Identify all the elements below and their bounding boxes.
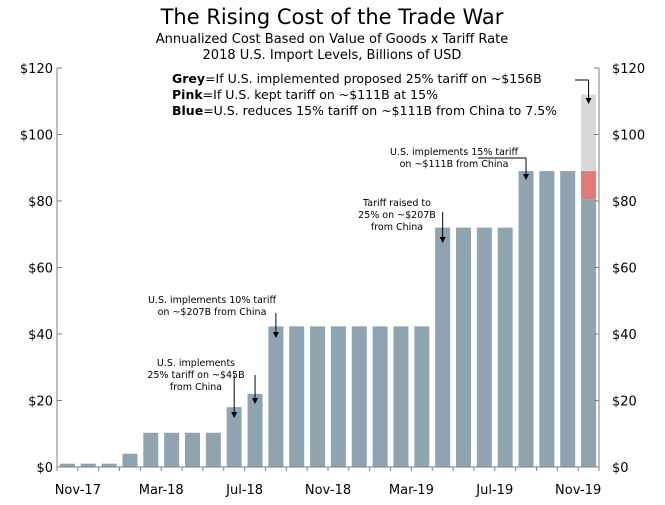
- bar-Mar-19: [393, 326, 409, 467]
- bar-Jul-19: [476, 227, 492, 467]
- x-tick-label-Mar-18: Mar-18: [139, 483, 184, 498]
- y-tick-label-right-0: $0: [612, 461, 629, 476]
- x-tick-label-Nov-18: Nov-18: [305, 483, 351, 498]
- annotation-207b-25pct-line-3: from China: [371, 222, 423, 233]
- bar-Jun-19: [456, 227, 471, 467]
- x-tick-label-Jul-18: Jul-18: [225, 483, 263, 498]
- chart-subtitle-line-1: Annualized Cost Based on Value of Goods …: [156, 32, 508, 47]
- bar-Feb-18: [122, 453, 138, 467]
- legend-key-pink: Pink: [172, 87, 203, 102]
- arrow-sep-19-head: [523, 174, 530, 180]
- annotation-207b-25pct-line-2: 25% on ~$207B: [358, 210, 436, 221]
- bar-May-18: [185, 432, 200, 467]
- y-tick-label-right-60: $60: [612, 262, 637, 277]
- bar-Apr-18: [164, 432, 180, 467]
- chart-subtitle-line-2: 2018 U.S. Import Levels, Billions of USD: [203, 48, 462, 63]
- bar-series: [59, 94, 597, 467]
- annotation-45b-tariff: U.S. implements 25% tariff on ~$45B from…: [147, 358, 244, 393]
- bar-Dec-18: [330, 326, 346, 467]
- legend-entry-pink: Pink=If U.S. kept tariff on ~$111B at 15…: [172, 87, 438, 102]
- y-tick-label-right-40: $40: [612, 328, 637, 343]
- y-tick-label-right-100: $100: [612, 129, 645, 144]
- annotation-111b-15pct-line-1: U.S. implements 15% tariff: [390, 147, 518, 158]
- annotation-207b-25pct: Tariff raised to 25% on ~$207B from Chin…: [358, 198, 436, 233]
- y-tick-label-left-120: $120: [20, 62, 53, 77]
- bar-Sep-19: [518, 171, 534, 467]
- y-axis-left-labels: $0 $20 $40 $60 $80 $100 $120: [20, 62, 53, 476]
- x-axis-labels: Nov-17 Mar-18 Jul-18 Nov-18 Mar-19 Jul-19 Nov-…: [55, 483, 602, 498]
- annotation-arrows: [231, 79, 592, 418]
- bar-Nov-17: [59, 463, 75, 467]
- x-tick-label-Jul-19: Jul-19: [475, 483, 513, 498]
- bar-Dec-17: [80, 463, 96, 467]
- bar-Dec-19-pink-segment: [581, 171, 597, 200]
- bar-Mar-18: [143, 432, 159, 467]
- x-tick-label-Mar-19: Mar-19: [389, 483, 434, 498]
- y-tick-label-left-40: $40: [28, 328, 53, 343]
- y-tick-label-right-20: $20: [612, 395, 637, 410]
- y-tick-label-right-120: $120: [612, 62, 645, 77]
- annotation-207b-10pct-line-2: on ~$207B from China: [158, 307, 267, 318]
- x-tick-label-Nov-17: Nov-17: [55, 483, 101, 498]
- annotation-45b-line-3: from China: [170, 382, 222, 393]
- y-tick-label-left-0: $0: [36, 461, 53, 476]
- chart-title: The Rising Cost of the Trade War: [160, 5, 504, 29]
- y-axis-right-labels: $0 $20 $40 $60 $80 $100 $120: [612, 62, 645, 476]
- bar-Jan-18: [101, 463, 117, 467]
- legend-entry-blue: Blue=U.S. reduces 15% tariff on ~$111B f…: [172, 103, 557, 118]
- bar-Jul-18: [226, 407, 242, 467]
- bar-Oct-19: [539, 171, 555, 467]
- legend-key-blue: Blue: [172, 103, 203, 118]
- arrow-dec-19-head: [585, 98, 592, 104]
- bar-Apr-19: [414, 326, 430, 467]
- arrow-may-19-head: [439, 237, 446, 243]
- bar-Dec-19-grey-segment: [581, 94, 597, 172]
- bar-Sep-18: [268, 326, 284, 467]
- bar-Feb-19: [372, 326, 388, 467]
- legend-key-grey: Grey: [172, 71, 205, 86]
- bar-Nov-19: [560, 171, 576, 467]
- annotation-111b-15pct-line-2: on ~$111B from China: [400, 159, 509, 170]
- annotation-207b-25pct-line-1: Tariff raised to: [362, 198, 431, 209]
- axes: [56, 67, 600, 471]
- annotation-111b-15pct: U.S. implements 15% tariff on ~$111B fro…: [390, 147, 518, 170]
- y-tick-label-left-100: $100: [20, 129, 53, 144]
- y-tick-label-left-60: $60: [28, 262, 53, 277]
- y-tick-label-left-80: $80: [28, 195, 53, 210]
- bar-Dec-19-blue-segment: [581, 199, 597, 467]
- annotation-45b-line-2: 25% tariff on ~$45B: [147, 370, 244, 381]
- x-tick-label-Nov-19: Nov-19: [555, 483, 601, 498]
- bar-May-19: [435, 227, 451, 467]
- arrow-aug-18-head: [252, 398, 259, 404]
- annotation-45b-line-1: U.S. implements: [157, 358, 235, 369]
- bar-Jun-18: [205, 432, 221, 467]
- annotation-207b-10pct-line-1: U.S. implements 10% tariff: [148, 295, 276, 306]
- bar-Jan-19: [351, 326, 367, 467]
- legend-text-grey: =If U.S. implemented proposed 25% tariff…: [205, 71, 542, 86]
- y-tick-label-right-80: $80: [612, 195, 637, 210]
- bar-Aug-18: [247, 393, 263, 467]
- legend-text-pink: =If U.S. kept tariff on ~$111B at 15%: [203, 87, 438, 102]
- legend-text-blue: =U.S. reduces 15% tariff on ~$111B from …: [203, 103, 557, 118]
- legend-entry-grey: Grey=If U.S. implemented proposed 25% ta…: [172, 71, 542, 86]
- bar-Oct-18: [289, 326, 305, 467]
- annotation-207b-10pct: U.S. implements 10% tariff on ~$207B fro…: [148, 295, 276, 318]
- y-tick-label-left-20: $20: [28, 395, 53, 410]
- legend: Grey=If U.S. implemented proposed 25% ta…: [172, 71, 557, 118]
- bar-Aug-19: [497, 227, 513, 467]
- bar-Nov-18: [310, 326, 326, 467]
- arrow-jul-18-head: [231, 412, 238, 418]
- arrow-sep-18-head: [272, 332, 279, 338]
